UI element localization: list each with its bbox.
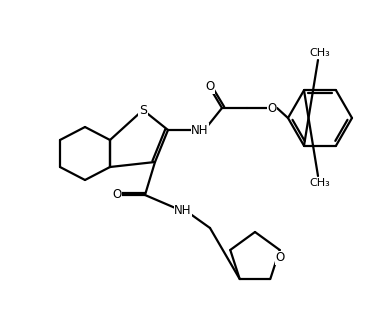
Text: S: S [139, 104, 147, 116]
Text: CH₃: CH₃ [310, 48, 330, 58]
Text: CH₃: CH₃ [310, 178, 330, 188]
Text: O: O [205, 80, 215, 94]
Text: O: O [112, 188, 122, 202]
Text: NH: NH [174, 203, 192, 217]
Text: NH: NH [191, 124, 209, 137]
Text: O: O [268, 101, 277, 115]
Text: O: O [275, 251, 284, 265]
